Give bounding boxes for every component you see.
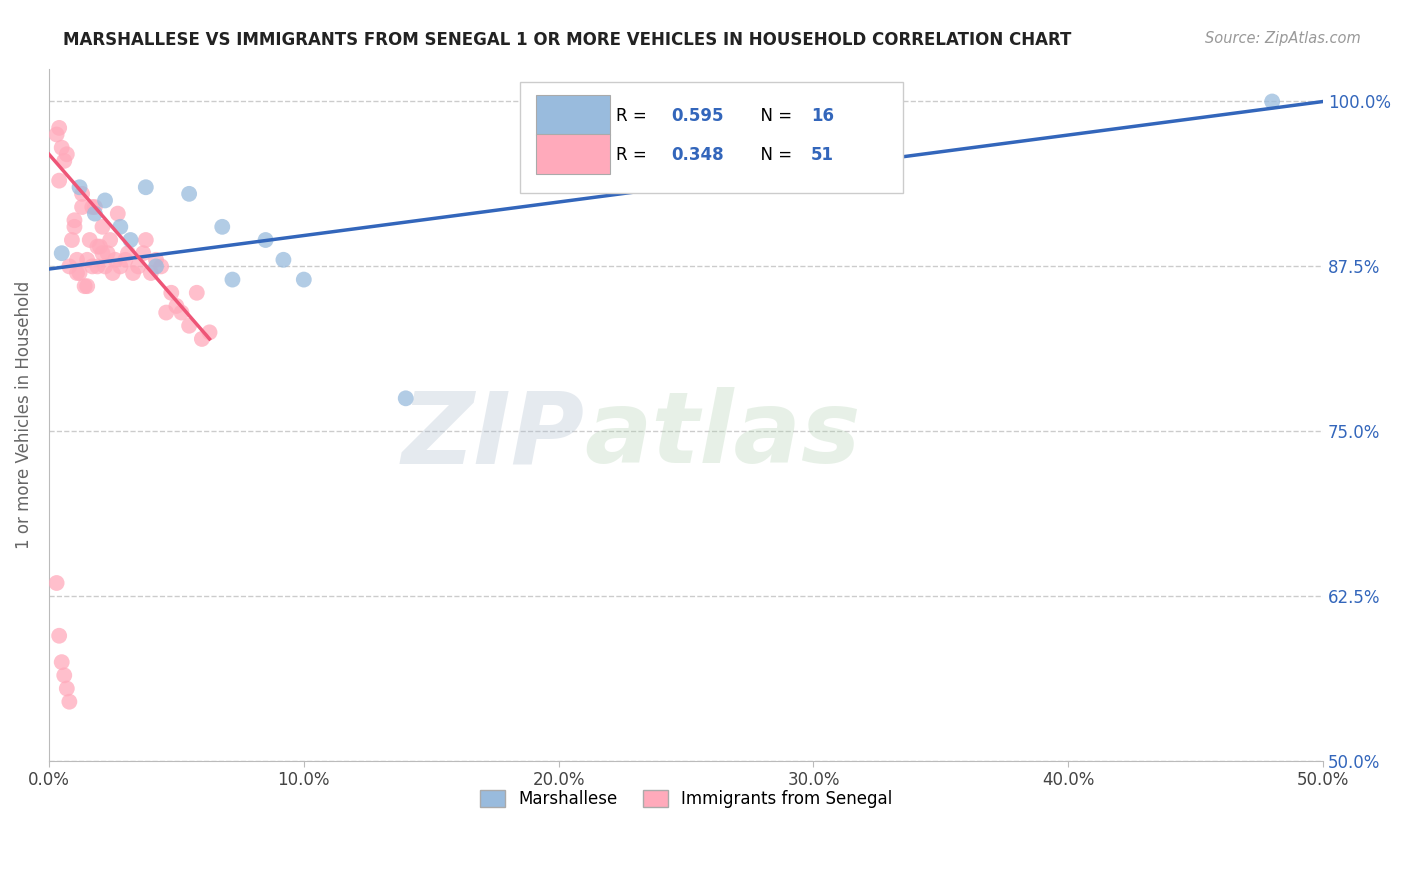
Point — [56, 147, 79, 161]
Point — [98, 233, 121, 247]
Point — [86, 260, 108, 274]
Point — [73, 279, 96, 293]
Point — [66, 252, 89, 267]
Point — [53, 668, 76, 682]
Point — [51, 246, 73, 260]
Point — [94, 260, 117, 274]
Point — [198, 326, 221, 340]
Point — [191, 332, 214, 346]
Point — [132, 246, 155, 260]
Text: R =: R = — [616, 146, 652, 164]
Text: 0.595: 0.595 — [671, 107, 723, 125]
Text: 16: 16 — [811, 107, 834, 125]
Point — [69, 266, 91, 280]
Point — [165, 299, 187, 313]
Point — [211, 219, 233, 234]
Point — [51, 141, 73, 155]
Text: R =: R = — [616, 107, 652, 125]
Point — [186, 285, 208, 300]
Point — [60, 233, 83, 247]
Point — [97, 246, 120, 260]
Point — [45, 128, 67, 142]
Point — [135, 180, 157, 194]
Point — [122, 266, 145, 280]
Point — [104, 252, 127, 267]
Text: 51: 51 — [811, 146, 834, 164]
Point — [292, 272, 315, 286]
Point — [1261, 95, 1284, 109]
Point — [56, 681, 79, 696]
Point — [160, 285, 183, 300]
Text: N =: N = — [749, 146, 797, 164]
Point — [145, 252, 167, 267]
Y-axis label: 1 or more Vehicles in Household: 1 or more Vehicles in Household — [15, 281, 32, 549]
Point — [395, 392, 418, 406]
Point — [254, 233, 277, 247]
Point — [273, 252, 295, 267]
Point — [179, 186, 201, 201]
Point — [94, 194, 117, 208]
Point — [179, 318, 201, 333]
Point — [82, 200, 104, 214]
Text: Source: ZipAtlas.com: Source: ZipAtlas.com — [1205, 31, 1361, 46]
Point — [82, 260, 104, 274]
Point — [83, 206, 105, 220]
Point — [48, 629, 70, 643]
Point — [83, 200, 105, 214]
Point — [101, 266, 124, 280]
Point — [79, 233, 101, 247]
Point — [66, 266, 89, 280]
Legend: Marshallese, Immigrants from Senegal: Marshallese, Immigrants from Senegal — [474, 783, 898, 815]
Point — [48, 174, 70, 188]
Point — [45, 576, 67, 591]
Point — [170, 305, 193, 319]
FancyBboxPatch shape — [520, 82, 903, 194]
Point — [70, 186, 93, 201]
Point — [110, 219, 132, 234]
Point — [63, 219, 86, 234]
Point — [155, 305, 177, 319]
Point — [117, 246, 139, 260]
Point — [58, 260, 80, 274]
Point — [58, 695, 80, 709]
Point — [70, 200, 93, 214]
Point — [48, 120, 70, 135]
FancyBboxPatch shape — [536, 135, 610, 175]
Point — [120, 233, 142, 247]
Point — [91, 246, 114, 260]
Text: MARSHALLESE VS IMMIGRANTS FROM SENEGAL 1 OR MORE VEHICLES IN HOUSEHOLD CORRELATI: MARSHALLESE VS IMMIGRANTS FROM SENEGAL 1… — [63, 31, 1071, 49]
Point — [63, 213, 86, 227]
Point — [69, 180, 91, 194]
Point — [51, 655, 73, 669]
Point — [86, 239, 108, 253]
Point — [89, 239, 111, 253]
Point — [76, 252, 98, 267]
Text: atlas: atlas — [583, 387, 860, 484]
FancyBboxPatch shape — [536, 95, 610, 135]
Point — [127, 260, 149, 274]
Point — [139, 266, 162, 280]
Text: N =: N = — [749, 107, 797, 125]
Point — [76, 279, 98, 293]
Text: 0.348: 0.348 — [671, 146, 724, 164]
Text: ZIP: ZIP — [401, 387, 583, 484]
Point — [135, 233, 157, 247]
Point — [150, 260, 173, 274]
Point — [107, 206, 129, 220]
Point — [145, 260, 167, 274]
Point — [221, 272, 243, 286]
Point — [110, 260, 132, 274]
Point — [114, 252, 136, 267]
Point — [53, 153, 76, 168]
Point — [91, 219, 114, 234]
